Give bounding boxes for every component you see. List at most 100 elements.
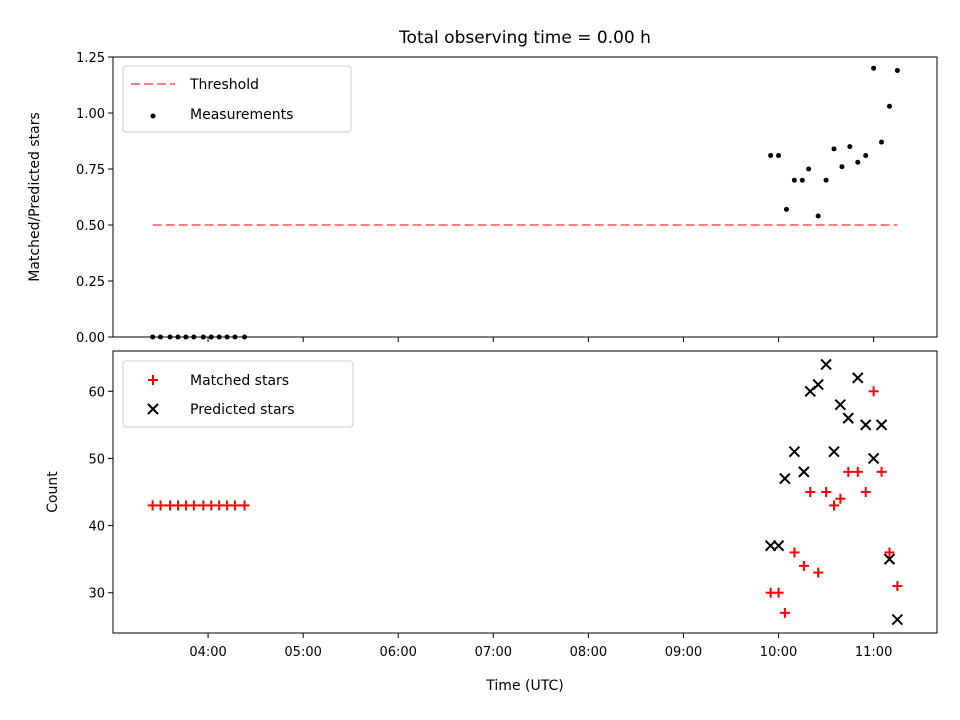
measurement-point: [183, 334, 189, 340]
measurement-point: [831, 146, 837, 152]
measurement-point: [232, 334, 238, 340]
x-tick-label: 08:00: [570, 645, 607, 660]
top-y-ticks: 0.00 0.25 0.50 0.75 1.00 1.25: [76, 51, 113, 346]
measurement-point: [871, 65, 877, 71]
predicted-star-point: [812, 378, 824, 391]
x-tick-label: 09:00: [665, 645, 702, 660]
measurement-point: [200, 334, 206, 340]
bottom-y-axis-label: Count: [45, 471, 61, 513]
measurement-point: [224, 334, 230, 340]
top-y-tick-label: 0.00: [76, 331, 105, 346]
matched-star-point: [779, 607, 790, 618]
measurement-point: [791, 177, 797, 183]
measurement-point: [208, 334, 214, 340]
bottom-y-tick-label: 50: [88, 452, 105, 467]
top-y-tick-label: 1.25: [76, 51, 105, 66]
matched-star-point: [835, 493, 846, 504]
matched-star-point: [789, 547, 800, 558]
x-tick-label: 10:00: [760, 645, 797, 660]
legend-matched-label: Matched stars: [190, 373, 289, 389]
matched-star-point: [884, 547, 895, 558]
x-tick-label: 05:00: [284, 645, 321, 660]
matched-star-point: [852, 466, 863, 477]
matched-star-point: [821, 487, 832, 497]
measurement-point: [167, 334, 173, 340]
bottom-y-ticks: 30 40 50 60: [88, 385, 113, 602]
legend-measurements-swatch: [150, 113, 156, 119]
predicted-star-point: [798, 466, 810, 478]
measurement-point: [855, 159, 861, 165]
top-legend-box: [122, 65, 352, 133]
x-tick-label: 06:00: [379, 645, 416, 660]
bottom-x-ticks: 04:00 05:00 06:00 07:00 08:00 09:00 10:00 11:00: [189, 633, 892, 660]
matched-star-point: [829, 500, 839, 511]
top-panel: 0.00 0.25 0.50 0.75 1.00 1.25 Matched/Predict…: [27, 51, 938, 346]
measurement-point: [799, 177, 805, 183]
legend-matched-swatch: [148, 375, 158, 385]
predicted-star-point: [883, 553, 896, 565]
measurement-point: [768, 153, 774, 159]
measurement-point: [776, 153, 782, 159]
x-tick-label: 07:00: [475, 645, 512, 660]
top-legend: Threshold Measurements: [122, 65, 352, 133]
bottom-legend: Matched stars Predicted stars: [122, 360, 354, 428]
legend-measurements-label: Measurements: [190, 107, 293, 123]
matched-star-point: [773, 587, 784, 598]
measurement-point: [879, 139, 885, 145]
measurement-point: [216, 334, 222, 340]
measurement-point: [839, 164, 845, 170]
top-y-tick-label: 1.00: [76, 107, 105, 122]
top-y-axis-label: Matched/Predicted stars: [27, 112, 43, 282]
matched-star-point: [798, 560, 809, 571]
matched-star-point: [805, 487, 816, 497]
bottom-panel: 30 40 50 60 04:00 05:00 06:00 07:00 08:00 09:00 1…: [45, 350, 938, 694]
measurement-point: [175, 334, 181, 340]
bottom-y-tick-label: 30: [88, 587, 105, 602]
predicted-star-point: [891, 613, 904, 626]
bottom-legend-box: [122, 360, 354, 428]
top-y-tick-label: 0.75: [76, 163, 105, 178]
top-plot-frame: [112, 56, 938, 338]
predicted-star-point: [834, 399, 847, 411]
predicted-star-point: [852, 372, 864, 384]
measurement-point: [894, 67, 900, 73]
x-tick-label: 11:00: [855, 645, 892, 660]
predicted-star-point: [867, 452, 880, 465]
predicted-star-point: [859, 419, 872, 431]
matched-star-point: [868, 386, 879, 397]
matched-star-point: [813, 567, 824, 578]
matched-star-point: [230, 500, 241, 511]
measurement-point: [191, 334, 197, 340]
measurement-point: [806, 166, 812, 172]
bottom-y-tick-label: 40: [88, 520, 105, 535]
top-x-ticks: [207, 337, 875, 342]
measurement-point: [886, 103, 892, 109]
measurement-point: [242, 334, 248, 340]
top-data-marks: [150, 65, 900, 340]
legend-predicted-label: Predicted stars: [190, 402, 295, 418]
bottom-y-tick-label: 60: [88, 385, 105, 400]
measurement-point: [783, 206, 789, 212]
matched-star-point: [155, 500, 166, 511]
predicted-star-point: [875, 419, 888, 431]
matched-star-point: [876, 466, 887, 477]
measurement-point: [823, 177, 829, 183]
matched-star-point: [860, 487, 871, 497]
x-tick-label: 04:00: [189, 645, 226, 660]
measurement-point: [847, 144, 853, 150]
measurement-point: [863, 153, 869, 159]
legend-threshold-label: Threshold: [189, 77, 259, 93]
predicted-star-point: [788, 446, 801, 458]
measurement-point: [150, 334, 156, 340]
predicted-star-point: [828, 446, 840, 458]
matched-star-point: [239, 500, 250, 511]
measurement-point: [158, 334, 164, 340]
matched-star-point: [188, 500, 199, 511]
legend-predicted-swatch: [147, 403, 159, 415]
x-axis-label: Time (UTC): [485, 678, 563, 694]
predicted-star-point: [772, 540, 785, 552]
predicted-star-point: [779, 472, 791, 485]
chart-title: Total observing time = 0.00 h: [398, 28, 651, 48]
top-y-tick-label: 0.50: [76, 219, 105, 234]
